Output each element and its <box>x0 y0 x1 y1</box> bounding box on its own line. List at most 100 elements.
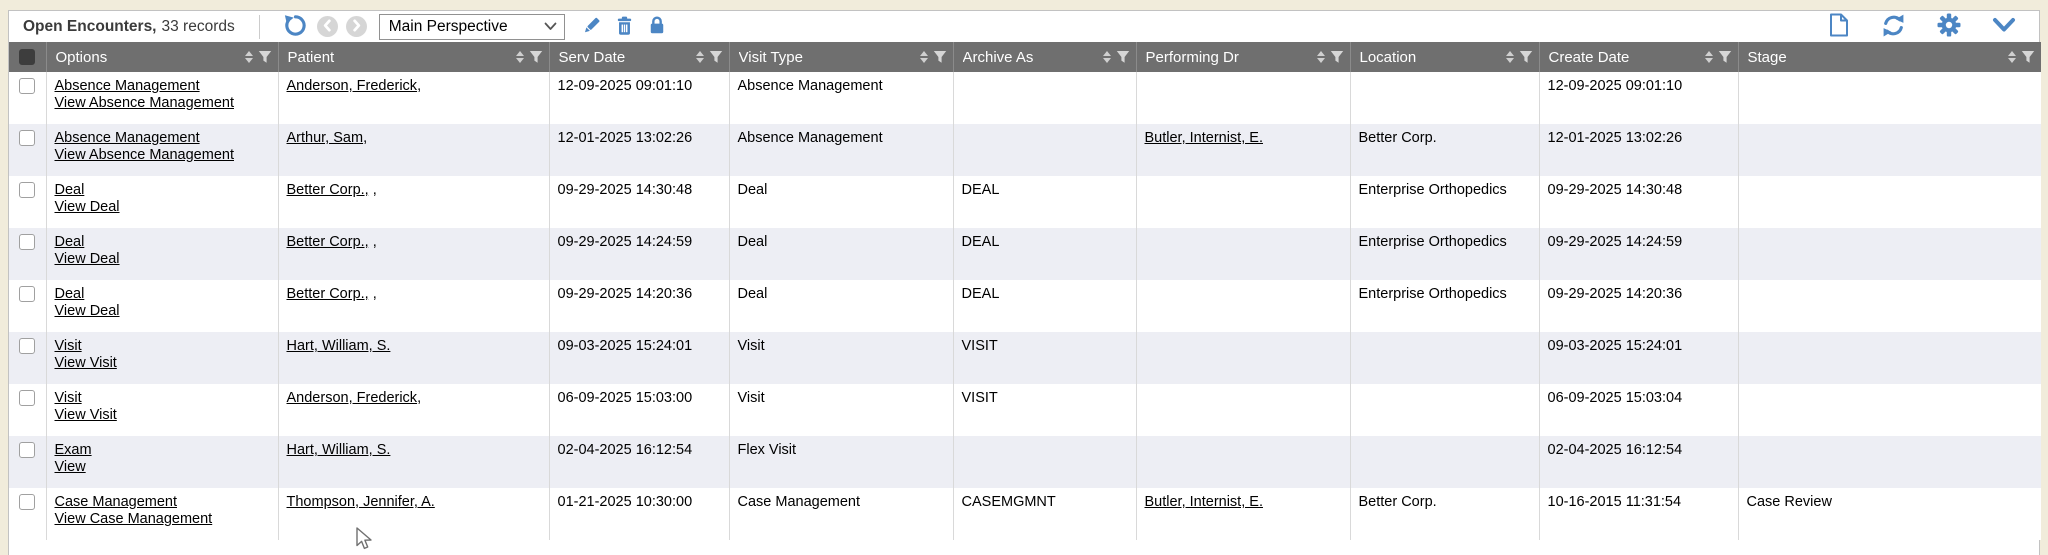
row-checkbox[interactable] <box>19 182 36 198</box>
view-option-link[interactable]: View Deal <box>54 302 120 319</box>
column-header-serv_date[interactable]: Serv Date <box>548 42 729 72</box>
select-all-header[interactable] <box>9 42 46 72</box>
select-all-checkbox[interactable] <box>19 49 36 65</box>
view-option-link[interactable]: View Deal <box>54 198 120 215</box>
table-row: Absence Management View Absence Manageme… <box>9 124 2041 176</box>
sort-icon[interactable] <box>515 51 524 63</box>
encounter-option-link[interactable]: Absence Management <box>54 130 200 146</box>
encounter-option-link[interactable]: Visit <box>54 390 82 406</box>
settings-button[interactable] <box>1937 13 1961 40</box>
filter-icon[interactable] <box>529 50 543 64</box>
encounter-option-link[interactable]: Deal <box>54 234 85 250</box>
patient-link[interactable]: Arthur, Sam <box>286 130 364 146</box>
sort-icon[interactable] <box>244 51 253 63</box>
refresh-button[interactable] <box>1881 13 1906 41</box>
sort-icon[interactable] <box>1505 51 1514 63</box>
patient-link[interactable]: Thompson, Jennifer, A. <box>286 494 435 510</box>
row-checkbox[interactable] <box>19 390 36 406</box>
encounter-option-link[interactable]: Deal <box>54 286 85 302</box>
column-header-options[interactable]: Options <box>45 42 278 72</box>
visit-type-cell: Deal <box>728 228 953 280</box>
sort-icon[interactable] <box>2008 51 2016 63</box>
patient-link[interactable]: Better Corp., <box>286 182 369 198</box>
row-checkbox[interactable] <box>19 442 36 458</box>
sort-icon[interactable] <box>1316 51 1325 63</box>
column-header-stage[interactable]: Stage <box>1737 42 2041 72</box>
undo-button[interactable] <box>283 13 308 41</box>
perspective-selected-value: Main Perspective <box>388 17 508 35</box>
column-header-label: Archive As <box>962 48 1034 66</box>
column-header-location[interactable]: Location <box>1349 42 1539 72</box>
sort-icon[interactable] <box>1704 51 1713 63</box>
patient-cell: Hart, William, S. <box>277 332 549 384</box>
sort-icon[interactable] <box>919 51 928 63</box>
patient-link[interactable]: Hart, William, S. <box>286 338 391 354</box>
filter-icon[interactable] <box>1718 50 1732 64</box>
visit-type-cell: Flex Visit <box>728 436 953 488</box>
view-option-link[interactable]: View Visit <box>54 354 117 371</box>
view-option-link[interactable]: View <box>54 458 86 475</box>
pencil-icon <box>580 14 603 40</box>
archive-as-cell: DEAL <box>952 280 1136 332</box>
row-checkbox[interactable] <box>19 234 36 250</box>
patient-cell: Arthur, Sam, <box>277 124 549 176</box>
edit-perspective-button[interactable] <box>580 14 603 40</box>
encounter-option-link[interactable]: Deal <box>54 182 85 198</box>
filter-icon[interactable] <box>1519 50 1533 64</box>
patient-link[interactable]: Better Corp., <box>286 286 369 302</box>
patient-suffix: , <box>368 286 377 302</box>
table-row: Deal View Deal Better Corp., , 09-29-202… <box>9 176 2041 228</box>
performing-dr-link[interactable]: Butler, Internist, E. <box>1144 130 1263 146</box>
column-header-patient[interactable]: Patient <box>277 42 549 72</box>
filter-icon[interactable] <box>709 50 723 64</box>
row-checkbox[interactable] <box>19 286 36 302</box>
encounter-option-link[interactable]: Visit <box>54 338 82 354</box>
column-header-create_date[interactable]: Create Date <box>1538 42 1738 72</box>
row-checkbox[interactable] <box>19 494 36 510</box>
serv-date-cell: 12-01-2025 13:02:26 <box>548 124 729 176</box>
row-checkbox[interactable] <box>19 338 36 354</box>
filter-icon[interactable] <box>258 50 272 64</box>
chevron-down-bold-icon <box>1992 16 2016 37</box>
patient-link[interactable]: Better Corp., <box>286 234 369 250</box>
row-select-cell <box>9 384 46 436</box>
new-record-button[interactable] <box>1828 13 1850 40</box>
view-option-link[interactable]: View Absence Management <box>54 94 235 111</box>
archive-as-cell: VISIT <box>952 384 1136 436</box>
view-option-link[interactable]: View Deal <box>54 250 120 267</box>
row-select-cell <box>9 332 46 384</box>
filter-icon[interactable] <box>1330 50 1344 64</box>
lock-perspective-button[interactable] <box>646 14 668 39</box>
patient-link[interactable]: Anderson, Frederick <box>286 390 418 406</box>
previous-button[interactable] <box>316 16 338 37</box>
row-checkbox[interactable] <box>19 78 36 94</box>
patient-link[interactable]: Hart, William, S. <box>286 442 391 458</box>
create-date-cell: 09-03-2025 15:24:01 <box>1538 332 1738 384</box>
filter-icon[interactable] <box>933 50 947 64</box>
encounter-option-link[interactable]: Exam <box>54 442 92 458</box>
row-checkbox[interactable] <box>19 130 36 146</box>
performing-dr-link[interactable]: Butler, Internist, E. <box>1144 494 1263 510</box>
filter-icon[interactable] <box>2021 50 2035 64</box>
encounter-option-link[interactable]: Absence Management <box>54 78 200 94</box>
performing-dr-cell <box>1135 332 1350 384</box>
performing-dr-cell: Butler, Internist, E. <box>1135 124 1350 176</box>
view-option-link[interactable]: View Visit <box>54 406 117 423</box>
column-header-label: Stage <box>1747 48 1787 66</box>
view-option-link[interactable]: View Absence Management <box>54 146 235 163</box>
filter-icon[interactable] <box>1116 50 1130 64</box>
delete-perspective-button[interactable] <box>613 14 636 40</box>
patient-link[interactable]: Anderson, Frederick <box>286 78 418 94</box>
column-header-visit_type[interactable]: Visit Type <box>728 42 953 72</box>
sort-icon[interactable] <box>1102 51 1111 63</box>
column-header-archive_as[interactable]: Archive As <box>952 42 1136 72</box>
sort-icon[interactable] <box>695 51 704 63</box>
archive-as-cell: DEAL <box>952 228 1136 280</box>
collapse-panel-button[interactable] <box>1992 16 2016 37</box>
encounter-option-link[interactable]: Case Management <box>54 494 178 510</box>
next-button[interactable] <box>345 16 367 37</box>
column-header-label: Options <box>55 48 108 66</box>
column-header-performing_dr[interactable]: Performing Dr <box>1135 42 1350 72</box>
perspective-select[interactable]: Main Perspective <box>378 13 565 40</box>
view-option-link[interactable]: View Case Management <box>54 510 213 527</box>
